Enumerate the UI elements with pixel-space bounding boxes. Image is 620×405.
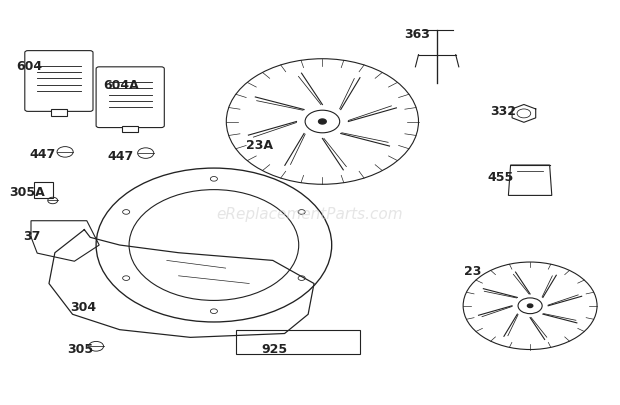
Text: 447: 447 <box>108 150 134 163</box>
Text: 305: 305 <box>68 343 94 356</box>
Text: 23: 23 <box>464 265 481 278</box>
FancyBboxPatch shape <box>96 67 164 128</box>
Text: 925: 925 <box>262 343 288 356</box>
Text: 37: 37 <box>24 230 41 243</box>
Text: 305A: 305A <box>9 186 45 199</box>
Circle shape <box>528 304 533 307</box>
Text: 447: 447 <box>29 148 55 161</box>
FancyBboxPatch shape <box>25 51 93 111</box>
Text: 455: 455 <box>488 171 514 184</box>
Bar <box>51 109 67 116</box>
Text: eReplacementParts.com: eReplacementParts.com <box>216 207 404 222</box>
Text: 604A: 604A <box>103 79 139 92</box>
Bar <box>122 126 138 132</box>
Text: 23A: 23A <box>246 139 273 152</box>
Text: 332: 332 <box>490 105 516 118</box>
Text: 363: 363 <box>404 28 430 41</box>
Text: 304: 304 <box>71 301 97 314</box>
Circle shape <box>319 119 326 124</box>
Text: 604: 604 <box>17 60 43 73</box>
